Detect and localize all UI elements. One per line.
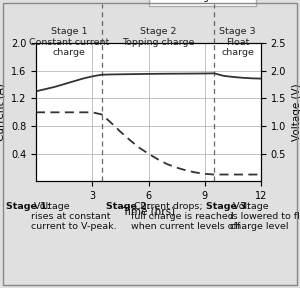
Text: Stage 3
Float
charge: Stage 3 Float charge bbox=[219, 27, 256, 57]
Y-axis label: Voltage (V): Voltage (V) bbox=[292, 84, 300, 141]
X-axis label: Time (hrs): Time (hrs) bbox=[122, 207, 175, 217]
Y-axis label: Current (A): Current (A) bbox=[0, 84, 5, 141]
Text: Stage 1:: Stage 1: bbox=[6, 202, 50, 211]
Text: Stage 3:: Stage 3: bbox=[206, 202, 250, 211]
Text: Current drops;
full charge is reached
when current levels off: Current drops; full charge is reached wh… bbox=[131, 202, 240, 231]
Legend: Voltage per cell, Charge current: Voltage per cell, Charge current bbox=[149, 0, 256, 5]
Text: Stage 1
Constant current
charge: Stage 1 Constant current charge bbox=[29, 27, 109, 57]
Text: Voltage
rises at constant
current to V-peak.: Voltage rises at constant current to V-p… bbox=[31, 202, 116, 231]
Text: Stage 2:: Stage 2: bbox=[106, 202, 151, 211]
Text: Voltage
is lowered to float
charge level: Voltage is lowered to float charge level bbox=[230, 202, 300, 231]
Text: Stage 2
Topping charge: Stage 2 Topping charge bbox=[122, 27, 194, 47]
